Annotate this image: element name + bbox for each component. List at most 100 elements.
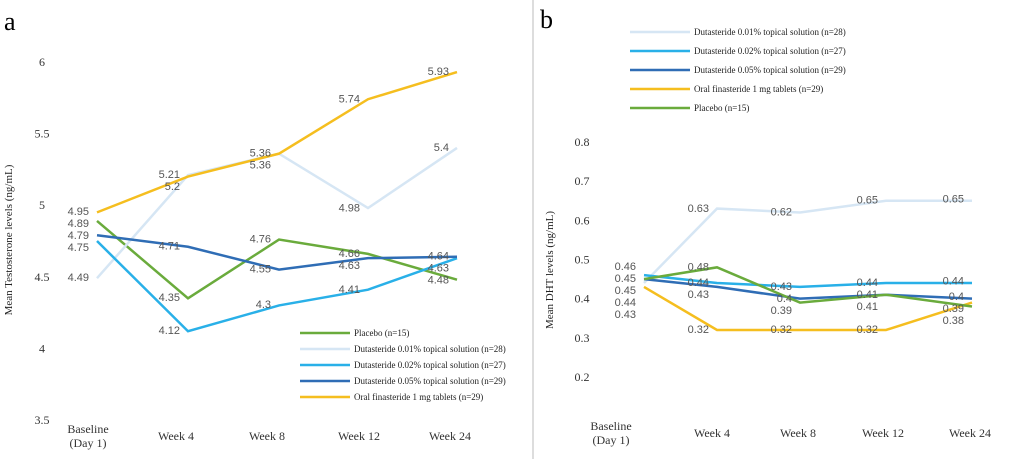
legend-entry: Placebo (n=15) [694, 103, 749, 113]
x-tick-label: Week 4 [694, 426, 730, 440]
y-tick-label: 0.8 [575, 135, 590, 149]
x-tick-label: Week 8 [780, 426, 816, 440]
data-label: 0.44 [615, 297, 636, 309]
series-line [643, 199, 972, 284]
data-label: 0.32 [857, 324, 878, 336]
legend-entry: Dutasteride 0.05% topical solution (n=29… [694, 65, 846, 75]
data-label: 0.32 [771, 324, 792, 336]
legend-entry: Placebo (n=15) [354, 328, 409, 338]
data-label: 0.65 [943, 193, 964, 205]
legend-entry: Dutasteride 0.02% topical solution (n=27… [694, 46, 846, 56]
legend-entry: Dutasteride 0.02% topical solution (n=27… [354, 360, 506, 370]
data-label: 5.36 [250, 159, 271, 171]
data-label: 0.43 [688, 289, 709, 301]
series-line [643, 277, 973, 300]
data-label: 4.55 [250, 263, 271, 275]
data-label: 4.89 [68, 218, 89, 230]
data-label: 4.3 [256, 299, 271, 311]
x-tick-label: Week 12 [338, 429, 380, 443]
series-line [643, 273, 972, 289]
data-label: 0.62 [771, 207, 792, 219]
data-label: 4.63 [428, 263, 449, 275]
legend-entry: Oral finasteride 1 mg tablets (n=29) [694, 84, 823, 94]
y-axis-label: Mean Testosterone levels (ng/mL) [3, 164, 15, 315]
x-tick-label: Week 24 [949, 426, 991, 440]
data-label: 0.39 [943, 303, 964, 315]
y-tick-label: 6 [39, 55, 45, 69]
data-label: 5.74 [339, 93, 360, 105]
data-label: 0.39 [771, 305, 792, 317]
data-label: 0.4 [777, 293, 792, 305]
y-axis-label: Mean DHT levels (ng/mL) [544, 211, 556, 329]
data-label: 4.48 [428, 275, 449, 287]
data-label: 0.44 [943, 276, 964, 288]
data-label: 0.65 [857, 195, 878, 207]
x-tick-label: Week 12 [862, 426, 904, 440]
y-tick-label: 4.5 [35, 270, 50, 284]
data-label: 4.64 [428, 251, 449, 263]
y-tick-label: 0.2 [575, 370, 590, 384]
series-line [643, 285, 973, 332]
legend-entry: Dutasteride 0.01% topical solution (n=28… [694, 27, 846, 37]
data-label: 0.63 [688, 203, 709, 215]
data-label: 0.48 [688, 262, 709, 274]
data-label: 0.46 [615, 261, 636, 273]
y-tick-label: 0.7 [575, 174, 590, 188]
data-label: 4.75 [68, 242, 89, 254]
series-line [643, 266, 973, 308]
x-tick-label: Week 8 [249, 429, 285, 443]
data-label: 4.12 [159, 325, 180, 337]
data-label: 0.44 [857, 277, 878, 289]
data-label: 0.45 [615, 273, 636, 285]
data-label: 5.93 [428, 66, 449, 78]
panel-label: a [4, 7, 16, 36]
data-label: 0.4 [949, 291, 964, 303]
y-tick-label: 0.5 [575, 253, 590, 267]
legend-entry: Dutasteride 0.01% topical solution (n=28… [354, 344, 506, 354]
x-tick-label: Baseline [67, 422, 108, 436]
data-label: 4.95 [68, 206, 89, 218]
x-tick-label: (Day 1) [70, 436, 107, 450]
data-label: 0.45 [615, 285, 636, 297]
x-tick-label: (Day 1) [593, 433, 630, 447]
y-tick-label: 5 [39, 198, 45, 212]
data-label: 0.41 [857, 289, 878, 301]
data-label: 5.36 [250, 147, 271, 159]
data-label: 4.41 [339, 284, 360, 296]
data-label: 4.76 [250, 233, 271, 245]
series-line [96, 240, 458, 333]
data-label: 0.43 [615, 309, 636, 321]
data-label: 4.49 [68, 272, 89, 284]
data-label: 4.98 [339, 202, 360, 214]
data-label: 5.2 [165, 181, 180, 193]
series-line [96, 219, 458, 300]
data-label: 0.43 [771, 281, 792, 293]
legend-entry: Oral finasteride 1 mg tablets (n=29) [354, 392, 483, 402]
data-label: 5.21 [159, 169, 180, 181]
data-label: 4.35 [159, 292, 180, 304]
x-tick-label: Week 4 [158, 429, 194, 443]
x-tick-label: Baseline [590, 419, 631, 433]
y-tick-label: 4 [39, 341, 45, 355]
y-tick-label: 0.4 [575, 292, 590, 306]
y-tick-label: 0.6 [575, 213, 590, 227]
y-tick-label: 5.5 [35, 127, 50, 141]
data-label: 0.41 [857, 301, 878, 313]
data-label: 0.44 [688, 277, 709, 289]
data-label: 4.66 [339, 248, 360, 260]
data-label: 0.38 [943, 315, 964, 327]
panel-label: b [540, 5, 553, 34]
series-line [96, 234, 458, 271]
y-tick-label: 0.3 [575, 331, 590, 345]
data-label: 4.63 [339, 260, 360, 272]
x-tick-label: Week 24 [429, 429, 471, 443]
data-label: 4.71 [159, 241, 180, 253]
legend-entry: Dutasteride 0.05% topical solution (n=29… [354, 376, 506, 386]
y-tick-label: 3.5 [35, 413, 50, 427]
data-label: 0.32 [688, 324, 709, 336]
data-label: 4.79 [68, 230, 89, 242]
series-line [96, 70, 458, 214]
data-label: 5.4 [434, 142, 449, 154]
